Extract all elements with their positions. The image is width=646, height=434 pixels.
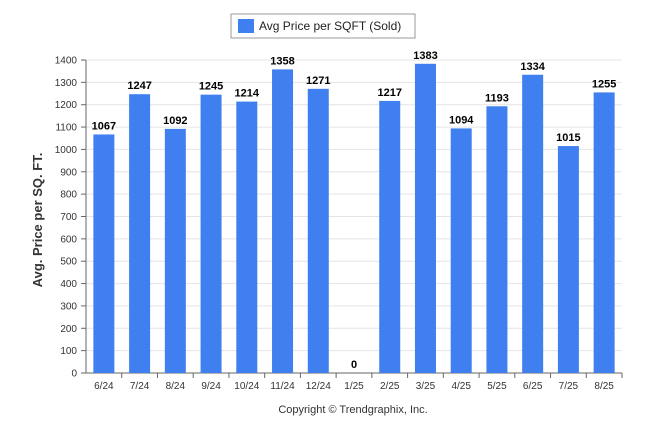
x-tick-label: 1/25 xyxy=(344,381,364,392)
y-tick-label: 1100 xyxy=(55,123,77,134)
y-tick-label: 900 xyxy=(60,167,77,178)
data-label: 1255 xyxy=(592,78,616,90)
copyright-credit: Copyright © Trendgraphix, Inc. xyxy=(278,404,427,416)
y-tick-label: 300 xyxy=(60,301,77,312)
x-tick-label: 8/24 xyxy=(166,381,186,392)
data-label: 1067 xyxy=(92,120,116,132)
legend-swatch xyxy=(238,19,254,33)
x-tick-label: 2/25 xyxy=(380,381,400,392)
bar-7-24 xyxy=(129,94,151,374)
y-tick-label: 200 xyxy=(60,324,77,335)
x-tick-label: 12/24 xyxy=(306,381,331,392)
x-tick-label: 5/25 xyxy=(487,381,507,392)
y-axis-label: Avg. Price per SQ. FT. xyxy=(30,153,45,288)
x-tick-label: 7/24 xyxy=(130,381,150,392)
x-tick-label: 10/24 xyxy=(234,381,259,392)
y-tick-label: 800 xyxy=(60,190,77,201)
x-tick-label: 3/25 xyxy=(416,381,436,392)
y-tick-label: 0 xyxy=(71,369,77,380)
x-tick-label: 4/25 xyxy=(451,381,471,392)
data-labels: 1067 1247 1092 1245 1214 1358 1271 0 1217 1383 109… xyxy=(92,50,617,371)
data-label: 0 xyxy=(351,359,357,371)
y-tick-label: 600 xyxy=(60,234,77,245)
x-tick-label: 6/24 xyxy=(94,381,114,392)
data-label: 1358 xyxy=(270,55,294,67)
x-tick-label: 11/24 xyxy=(270,381,295,392)
x-axis-ticks: 6/24 7/24 8/24 9/24 10/24 11/24 12/24 1/25 2/25 3… xyxy=(94,373,623,392)
data-label: 1094 xyxy=(449,114,474,126)
bar-5-25 xyxy=(486,106,508,373)
bar-8-24 xyxy=(164,128,186,373)
x-tick-label: 7/25 xyxy=(559,381,579,392)
y-tick-label: 1400 xyxy=(55,56,78,67)
bar-6-25 xyxy=(522,74,544,374)
x-tick-label: 6/25 xyxy=(523,381,543,392)
bar-7-25 xyxy=(557,146,579,373)
y-tick-label: 500 xyxy=(60,257,77,268)
data-label: 1245 xyxy=(199,81,223,93)
data-label: 1383 xyxy=(413,50,437,62)
data-label: 1214 xyxy=(235,88,260,100)
y-tick-label: 1300 xyxy=(55,78,78,89)
bars xyxy=(93,63,615,374)
data-label: 1015 xyxy=(556,132,580,144)
data-label: 1217 xyxy=(377,87,401,99)
y-tick-label: 400 xyxy=(60,279,77,290)
data-label: 1271 xyxy=(306,75,330,87)
data-label: 1247 xyxy=(127,80,151,92)
data-label: 1193 xyxy=(485,92,509,104)
bar-6-24 xyxy=(93,134,115,373)
bar-4-25 xyxy=(450,128,472,373)
x-tick-label: 8/25 xyxy=(594,381,614,392)
bar-10-24 xyxy=(236,101,258,373)
y-axis-ticks: 0 100 200 300 400 500 600 700 800 900 1000 1100 1200… xyxy=(55,56,86,380)
bar-8-25 xyxy=(593,92,615,374)
bar-11-24 xyxy=(272,69,294,373)
bar-9-24 xyxy=(200,94,222,374)
bar-12-24 xyxy=(307,88,329,374)
bar-2-25 xyxy=(379,100,401,373)
y-tick-label: 1000 xyxy=(55,145,78,156)
data-label: 1334 xyxy=(520,61,545,73)
data-label: 1092 xyxy=(163,115,187,127)
x-tick-label: 9/24 xyxy=(201,381,221,392)
legend-label: Avg Price per SQFT (Sold) xyxy=(259,19,401,33)
y-tick-label: 100 xyxy=(60,346,77,357)
y-tick-label: 1200 xyxy=(55,100,78,111)
legend: Avg Price per SQFT (Sold) xyxy=(230,13,416,39)
bar-3-25 xyxy=(414,63,436,373)
y-tick-label: 700 xyxy=(60,212,77,223)
